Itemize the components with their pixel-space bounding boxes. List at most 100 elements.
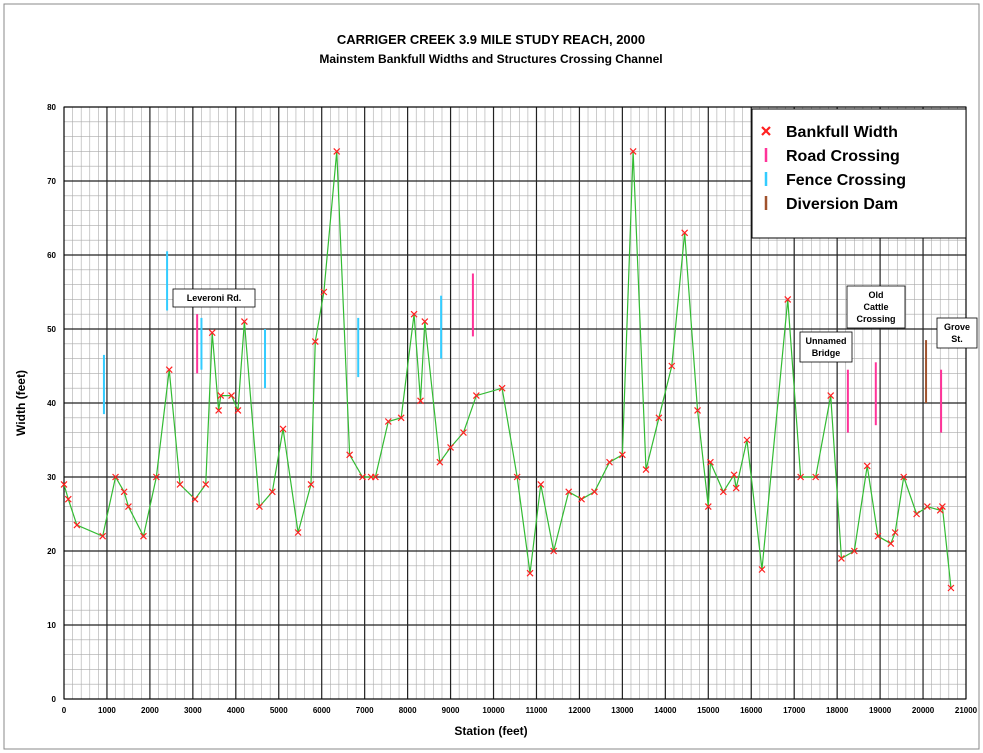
data-point xyxy=(874,532,882,540)
data-point xyxy=(371,473,379,481)
annotation-text: St. xyxy=(951,334,963,344)
legend-marker xyxy=(761,126,771,136)
marker xyxy=(60,480,68,488)
marker xyxy=(618,451,626,459)
data-point xyxy=(850,547,858,555)
x-tick-label: 15000 xyxy=(697,706,720,715)
marker xyxy=(694,406,701,414)
legend-label: Diversion Dam xyxy=(786,196,898,213)
marker xyxy=(176,480,184,488)
data-point xyxy=(208,329,216,337)
annotation-text: Bridge xyxy=(812,348,841,358)
x-tick-label: 11000 xyxy=(526,706,548,715)
marker xyxy=(827,392,835,400)
data-point xyxy=(421,318,429,326)
data-point xyxy=(320,288,328,296)
marker xyxy=(234,406,242,414)
x-tick-label: 8000 xyxy=(399,706,417,715)
marker xyxy=(900,473,908,481)
data-point xyxy=(307,480,315,488)
y-tick-label: 30 xyxy=(47,473,56,482)
marker xyxy=(743,436,751,444)
y-tick-label: 40 xyxy=(47,399,56,408)
marker xyxy=(797,473,805,481)
data-point xyxy=(681,229,689,237)
data-point xyxy=(642,466,650,474)
marker xyxy=(417,397,424,405)
data-point xyxy=(359,473,366,481)
data-point xyxy=(938,503,946,511)
marker xyxy=(758,566,766,573)
data-point xyxy=(526,569,534,577)
data-point xyxy=(719,488,727,496)
data-point xyxy=(256,503,263,511)
chart-title: CARRIGER CREEK 3.9 MILE STUDY REACH, 200… xyxy=(337,32,645,47)
data-point xyxy=(228,392,235,400)
data-point xyxy=(923,503,931,511)
marker xyxy=(874,532,882,540)
legend-label: Fence Crossing xyxy=(786,172,906,189)
data-point xyxy=(215,406,223,414)
legend-label: Bankfull Width xyxy=(786,124,898,141)
marker xyxy=(279,425,287,433)
marker xyxy=(863,462,871,470)
data-point xyxy=(60,480,68,488)
annotation-text: Grove xyxy=(944,322,970,332)
data-point xyxy=(311,338,319,346)
y-tick-label: 80 xyxy=(47,103,56,112)
marker xyxy=(320,288,328,296)
x-tick-label: 20000 xyxy=(912,706,935,715)
marker xyxy=(838,554,845,562)
marker xyxy=(732,484,740,492)
x-tick-label: 16000 xyxy=(740,706,763,715)
data-point xyxy=(591,488,598,496)
marker xyxy=(913,510,921,518)
data-point xyxy=(707,458,714,466)
marker xyxy=(578,495,586,503)
data-point xyxy=(73,521,81,529)
marker xyxy=(120,488,128,496)
marker xyxy=(642,466,650,474)
marker xyxy=(591,488,598,496)
data-point xyxy=(578,495,586,503)
marker xyxy=(629,147,637,155)
marker xyxy=(606,458,613,466)
annotation-text: Leveroni Rd. xyxy=(187,293,242,303)
data-point xyxy=(606,458,613,466)
x-tick-label: 17000 xyxy=(783,706,806,715)
annotation-text: Unnamed xyxy=(805,336,846,346)
x-tick-label: 4000 xyxy=(227,706,245,715)
data-point xyxy=(202,480,210,488)
data-point xyxy=(176,480,184,488)
data-point xyxy=(629,147,637,155)
data-point xyxy=(417,397,424,405)
data-point xyxy=(936,506,944,514)
data-point xyxy=(655,414,663,422)
marker xyxy=(217,392,225,400)
data-point xyxy=(668,362,676,370)
data-point xyxy=(838,554,845,562)
data-point xyxy=(913,510,921,518)
marker xyxy=(537,480,545,488)
marker xyxy=(938,503,946,511)
marker xyxy=(410,310,418,318)
x-tick-label: 10000 xyxy=(482,706,505,715)
data-point xyxy=(140,532,147,540)
data-point xyxy=(550,547,558,555)
marker xyxy=(460,429,467,437)
marker xyxy=(240,318,248,326)
marker xyxy=(550,547,558,555)
marker xyxy=(526,569,534,577)
marker xyxy=(333,147,341,155)
legend-box xyxy=(751,108,967,239)
marker xyxy=(359,473,366,481)
marker xyxy=(887,540,895,548)
marker xyxy=(812,473,820,481)
x-tick-label: 21000 xyxy=(955,706,978,715)
marker xyxy=(64,495,72,503)
x-tick-label: 12000 xyxy=(568,706,591,715)
marker xyxy=(947,584,955,592)
marker xyxy=(850,547,858,555)
marker xyxy=(202,480,210,488)
marker xyxy=(215,406,223,414)
